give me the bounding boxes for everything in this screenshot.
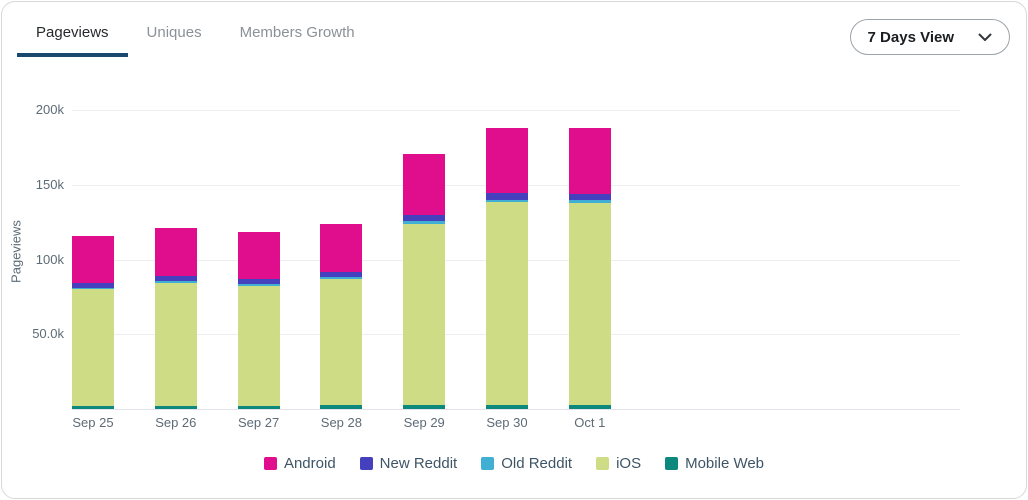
bar-segment-new-reddit[interactable] — [237, 278, 280, 285]
legend-swatch-icon — [481, 457, 495, 470]
bar-segment-new-reddit[interactable] — [72, 282, 114, 288]
bar-segment-mobile-web[interactable] — [568, 405, 611, 409]
bar-segment-old-reddit[interactable] — [237, 284, 280, 286]
bar-sep-26[interactable] — [154, 228, 197, 409]
legend-swatch-icon — [596, 457, 610, 470]
bar-segment-mobile-web[interactable] — [486, 405, 528, 409]
bar-sep-29[interactable] — [403, 154, 446, 409]
y-tick-label: 50.0k — [32, 326, 64, 342]
bar-segment-mobile-web[interactable] — [72, 405, 114, 409]
bar-segment-old-reddit[interactable] — [320, 277, 363, 279]
bar-segment-android[interactable] — [486, 127, 528, 193]
bar-segment-old-reddit[interactable] — [154, 281, 197, 283]
legend-swatch-icon — [665, 457, 679, 470]
period-dropdown[interactable]: 7 Days View — [849, 19, 1010, 55]
legend-label: Android — [283, 455, 336, 472]
tab-bar: Pageviews Uniques Members Growth — [17, 14, 374, 57]
bar-segment-ios[interactable] — [486, 201, 528, 406]
tab-members-growth[interactable]: Members Growth — [239, 24, 355, 41]
legend-label: Old Reddit — [501, 455, 573, 472]
legend: Android New Reddit Old Reddit iOS Mobile Web — [2, 455, 1026, 472]
legend-item-android[interactable]: Android — [263, 455, 336, 472]
y-tick-label: 200k — [35, 102, 64, 117]
bar-sep-30[interactable] — [486, 127, 528, 409]
bar-segment-ios[interactable] — [72, 289, 114, 406]
y-tick-label: 150k — [35, 176, 64, 192]
bar-segment-mobile-web[interactable] — [320, 405, 363, 409]
legend-item-ios[interactable]: iOS — [596, 455, 641, 472]
y-tick-label: 100k — [35, 251, 64, 267]
bar-segment-android[interactable] — [403, 154, 446, 216]
bar-segment-new-reddit[interactable] — [403, 215, 446, 221]
bar-sep-28[interactable] — [320, 224, 363, 409]
bar-segment-old-reddit[interactable] — [72, 287, 114, 290]
bar-segment-android[interactable] — [72, 235, 114, 283]
x-tick-label: Oct 1 — [574, 415, 606, 430]
bar-segment-new-reddit[interactable] — [320, 272, 363, 278]
chevron-down-icon — [978, 33, 992, 42]
bar-segment-ios[interactable] — [320, 278, 363, 406]
legend-item-mobile-web[interactable]: Mobile Web — [665, 455, 764, 472]
bar-segment-new-reddit[interactable] — [568, 194, 611, 201]
legend-label: New Reddit — [379, 455, 458, 472]
tab-uniques[interactable]: Uniques — [146, 24, 202, 41]
legend-swatch-icon — [263, 457, 277, 470]
bar-segment-ios[interactable] — [568, 202, 611, 406]
x-axis-line — [72, 409, 960, 410]
bar-segment-ios[interactable] — [403, 223, 446, 406]
bar-segment-android[interactable] — [154, 228, 197, 276]
bar-sep-25[interactable] — [72, 235, 114, 409]
x-tick-label: Sep 30 — [486, 415, 528, 430]
bar-segment-new-reddit[interactable] — [154, 275, 197, 282]
legend-label: iOS — [616, 455, 642, 472]
legend-label: Mobile Web — [685, 455, 765, 472]
bar-segment-old-reddit[interactable] — [403, 220, 446, 224]
tab-pageviews[interactable]: Pageviews — [17, 14, 128, 57]
bar-segment-android[interactable] — [320, 224, 363, 273]
gridline — [72, 110, 960, 111]
bar-oct-1[interactable] — [568, 127, 611, 409]
bar-segment-android[interactable] — [237, 231, 280, 279]
bar-segment-old-reddit[interactable] — [568, 200, 611, 203]
legend-item-new-reddit[interactable]: New Reddit — [359, 455, 458, 472]
bar-sep-27[interactable] — [237, 231, 280, 409]
legend-swatch-icon — [359, 457, 373, 470]
legend-item-old-reddit[interactable]: Old Reddit — [481, 455, 572, 472]
period-dropdown-label: 7 Days View — [867, 28, 954, 46]
bar-segment-new-reddit[interactable] — [486, 192, 528, 200]
bar-segment-mobile-web[interactable] — [237, 405, 280, 409]
bar-segment-mobile-web[interactable] — [403, 405, 446, 409]
x-tick-label: Sep 28 — [320, 415, 362, 430]
bar-segment-mobile-web[interactable] — [154, 405, 197, 409]
bar-segment-ios[interactable] — [237, 285, 280, 406]
x-tick-label: Sep 29 — [403, 415, 445, 430]
x-tick-label: Sep 25 — [72, 415, 114, 430]
x-tick-label: Sep 26 — [155, 415, 197, 430]
x-tick-label: Sep 27 — [237, 415, 280, 430]
bar-segment-old-reddit[interactable] — [486, 199, 528, 202]
bar-segment-android[interactable] — [568, 127, 611, 195]
bar-segment-ios[interactable] — [154, 282, 197, 406]
